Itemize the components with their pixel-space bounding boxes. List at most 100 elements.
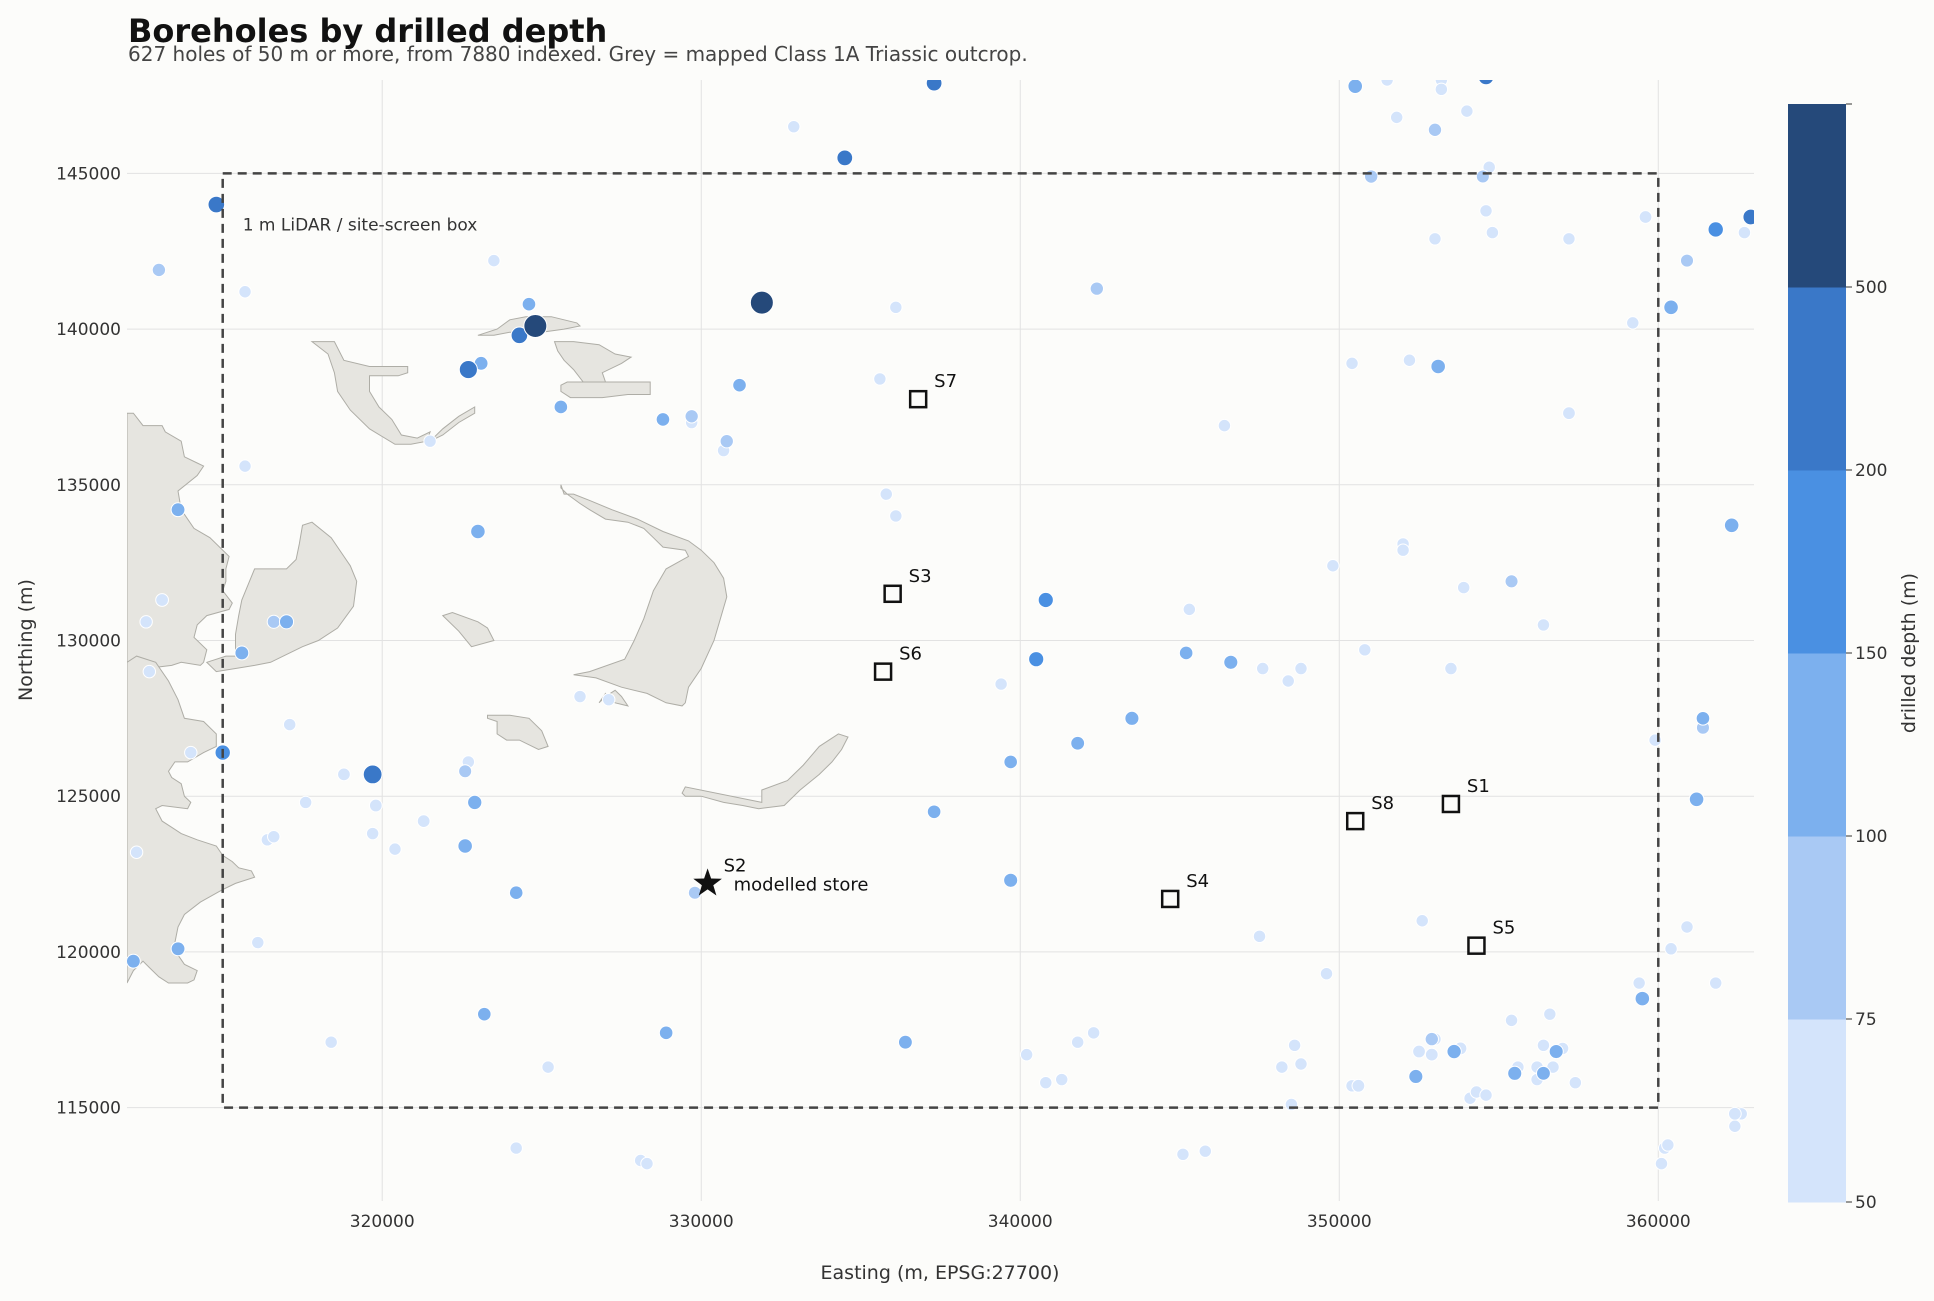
site-label: S3 bbox=[909, 566, 932, 587]
borehole-point bbox=[184, 745, 198, 760]
borehole-point bbox=[467, 794, 483, 811]
borehole-point bbox=[1003, 872, 1019, 888]
borehole-point bbox=[509, 1141, 523, 1155]
borehole-point bbox=[234, 645, 250, 661]
borehole-point bbox=[423, 434, 437, 448]
outcrop-polygon bbox=[681, 733, 849, 810]
borehole-point bbox=[836, 149, 854, 167]
borehole-point bbox=[1351, 1078, 1366, 1093]
borehole-point bbox=[170, 502, 186, 518]
borehole-point bbox=[1479, 1088, 1493, 1102]
borehole-point bbox=[1294, 1057, 1308, 1071]
borehole-point bbox=[1479, 204, 1493, 218]
borehole-point bbox=[1475, 169, 1490, 184]
site-label: S1 bbox=[1467, 776, 1490, 797]
borehole-point bbox=[238, 285, 252, 299]
borehole-point bbox=[1281, 674, 1295, 688]
borehole-point bbox=[1434, 82, 1449, 97]
borehole-point bbox=[266, 614, 281, 629]
borehole-point bbox=[238, 459, 252, 473]
borehole-point bbox=[1217, 418, 1232, 433]
colorbar-tick-label: 500 bbox=[1855, 278, 1887, 298]
chart-title: Boreholes by drilled depth bbox=[128, 12, 607, 50]
colorbar-tick-label: 100 bbox=[1855, 827, 1887, 847]
borehole-point bbox=[142, 664, 157, 679]
borehole-point bbox=[508, 885, 524, 901]
site-label: S8 bbox=[1371, 793, 1394, 814]
borehole-point bbox=[1178, 645, 1194, 661]
site-label: S5 bbox=[1492, 918, 1515, 939]
borehole-point bbox=[1446, 1043, 1462, 1060]
y-tick-label: 130000 bbox=[56, 632, 121, 652]
borehole-point bbox=[337, 767, 351, 782]
borehole-point bbox=[1428, 232, 1442, 246]
outcrop-polygon bbox=[553, 341, 633, 389]
borehole-point bbox=[1326, 559, 1340, 573]
borehole-point bbox=[416, 814, 431, 828]
borehole-point bbox=[925, 80, 943, 92]
borehole-point bbox=[1680, 920, 1694, 934]
borehole-point bbox=[1456, 580, 1471, 595]
borehole-point bbox=[889, 300, 903, 315]
borehole-point bbox=[1444, 661, 1458, 676]
borehole-point bbox=[267, 829, 281, 844]
borehole-point bbox=[1679, 253, 1695, 268]
borehole-point bbox=[1028, 651, 1045, 668]
borehole-point bbox=[1504, 574, 1519, 589]
borehole-point bbox=[658, 1025, 674, 1041]
borehole-point bbox=[787, 119, 801, 134]
borehole-point bbox=[1223, 654, 1239, 670]
borehole-point bbox=[1255, 661, 1270, 676]
borehole-point bbox=[477, 1006, 492, 1022]
borehole-point bbox=[1408, 1068, 1424, 1084]
borehole-point bbox=[458, 764, 473, 779]
borehole-point bbox=[1198, 1144, 1213, 1158]
borehole-point bbox=[1688, 791, 1705, 808]
x-tick-label: 320000 bbox=[350, 1212, 415, 1232]
borehole-point bbox=[1430, 358, 1446, 375]
borehole-point bbox=[1478, 80, 1494, 86]
borehole-point bbox=[1742, 208, 1754, 226]
borehole-point bbox=[640, 1156, 654, 1171]
site-label: S2 bbox=[724, 855, 747, 876]
borehole-point bbox=[1548, 1043, 1564, 1060]
borehole-point bbox=[684, 409, 699, 424]
site-square-marker bbox=[873, 662, 893, 681]
borehole-point bbox=[1707, 221, 1724, 238]
borehole-point bbox=[1345, 356, 1359, 371]
borehole-point bbox=[127, 953, 141, 969]
borehole-point bbox=[1727, 1106, 1742, 1121]
grid bbox=[127, 80, 1754, 1201]
borehole-point bbox=[251, 935, 265, 950]
borehole-point bbox=[873, 372, 887, 386]
borehole-point bbox=[1485, 225, 1500, 240]
borehole-point bbox=[1504, 1013, 1519, 1028]
borehole-point bbox=[1070, 1035, 1085, 1049]
y-tick-label: 115000 bbox=[56, 1099, 121, 1119]
borehole-point bbox=[1176, 1147, 1190, 1162]
borehole-point bbox=[1536, 1065, 1551, 1081]
outcrop-polygon bbox=[127, 412, 233, 673]
borehole-point bbox=[897, 1034, 913, 1050]
outcrop-polygon bbox=[560, 484, 728, 707]
outcrop-polygon bbox=[310, 341, 431, 445]
borehole-point bbox=[1626, 316, 1640, 330]
borehole-point bbox=[1252, 929, 1267, 944]
borehole-point bbox=[1536, 1038, 1551, 1053]
borehole-point bbox=[1654, 1156, 1669, 1171]
y-tick-label: 135000 bbox=[56, 476, 121, 496]
site-square-marker bbox=[1160, 889, 1180, 909]
borehole-point bbox=[170, 941, 186, 957]
colorbar: 50 75 100 150 200 500 bbox=[1788, 103, 1887, 1213]
site-label: S7 bbox=[934, 371, 957, 392]
borehole-point bbox=[1415, 914, 1429, 928]
borehole-point bbox=[151, 262, 167, 278]
borehole-point bbox=[1634, 990, 1651, 1007]
y-tick-label: 120000 bbox=[56, 943, 121, 963]
axes: 320000 330000 340000 350000 360000 115000 1200… bbox=[56, 164, 1691, 1232]
x-tick-label: 360000 bbox=[1626, 1212, 1691, 1232]
borehole-point bbox=[523, 313, 548, 338]
borehole-point bbox=[1294, 661, 1308, 676]
